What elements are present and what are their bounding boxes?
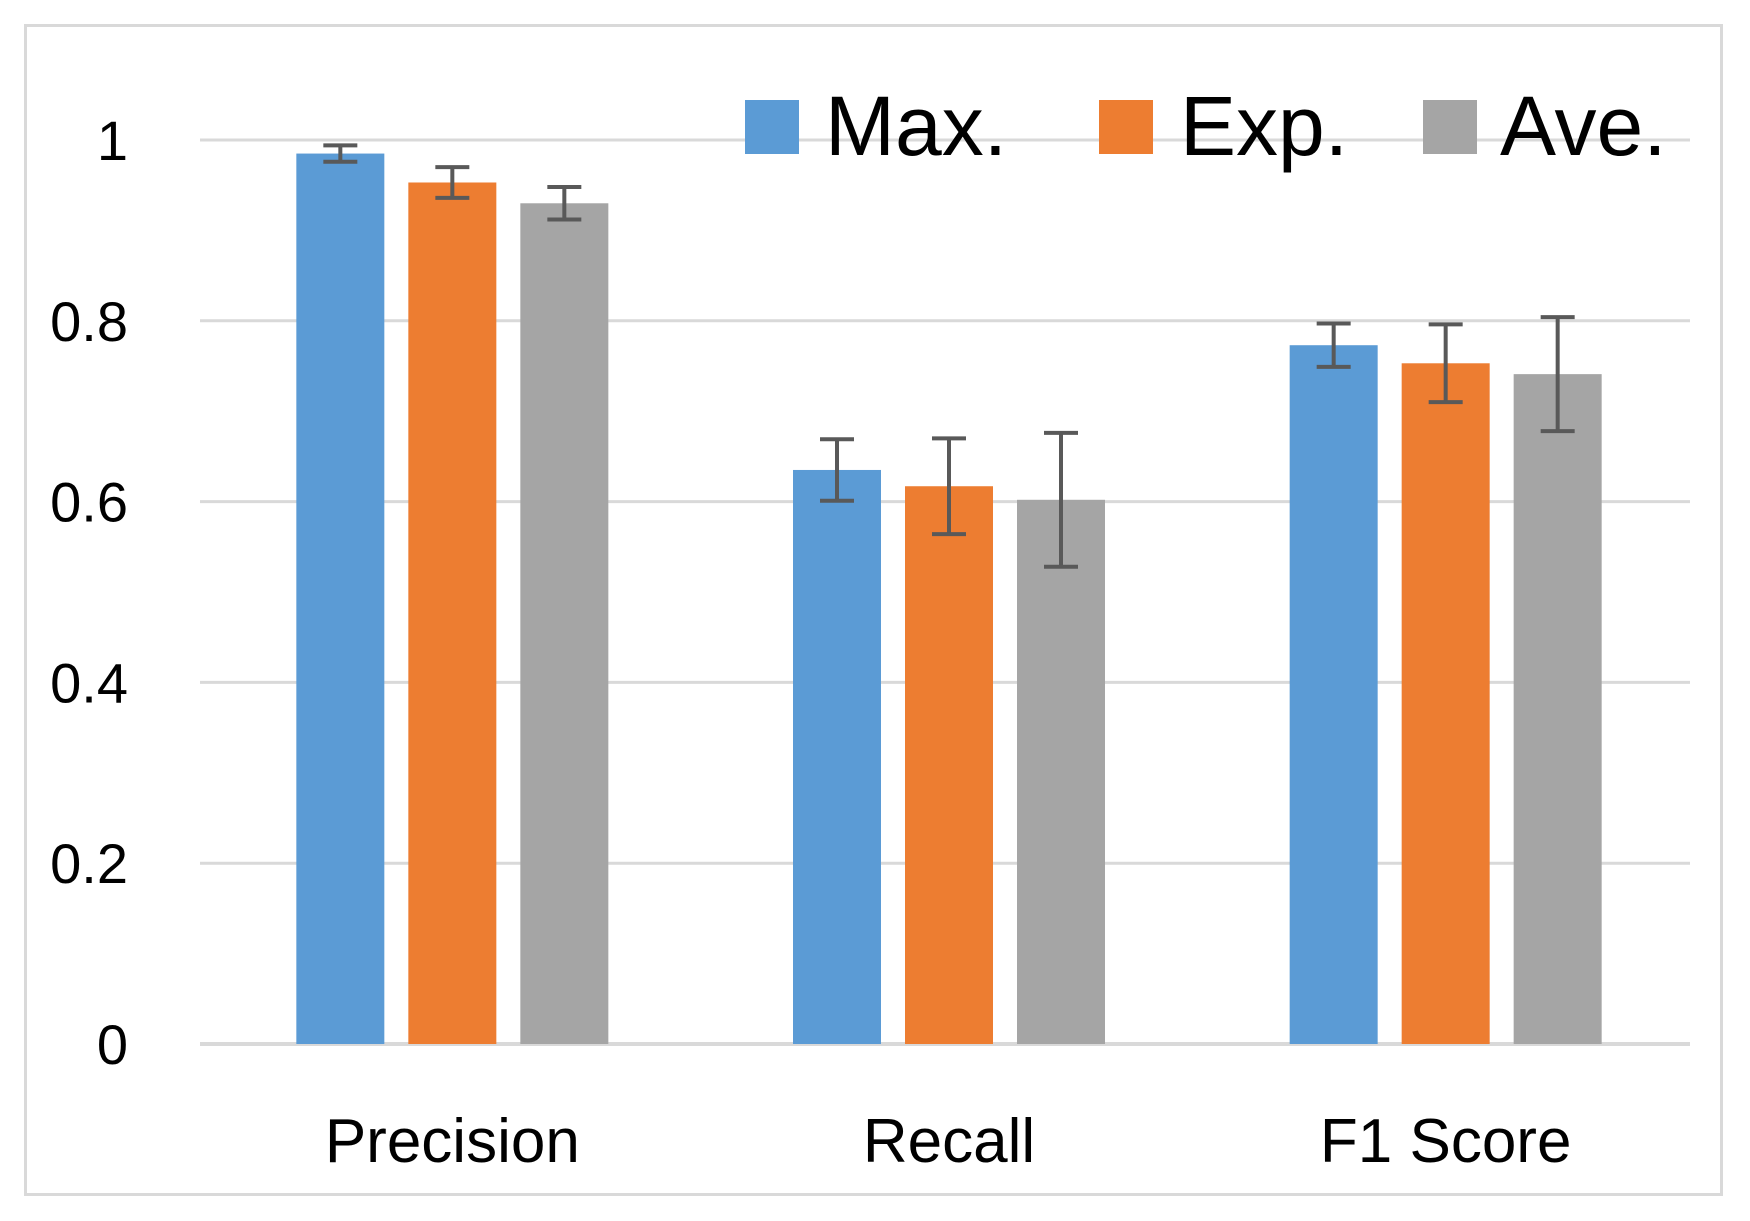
y-tick-label: 0.8 — [50, 290, 128, 353]
legend-label: Exp. — [1180, 79, 1348, 173]
x-axis-categories: Precision Recall F1 Score — [325, 1107, 1572, 1176]
error-bar — [1428, 322, 1463, 405]
x-category-label: Recall — [863, 1107, 1035, 1176]
y-tick-label: 0 — [97, 1013, 128, 1076]
bar-ave-precision — [520, 203, 609, 1044]
bars — [296, 153, 1602, 1045]
bar-exp-precision — [408, 182, 497, 1044]
x-category-label: Precision — [325, 1107, 580, 1176]
y-tick-label: 0.2 — [50, 832, 128, 895]
y-axis-ticks: 0 0.2 0.4 0.6 0.8 1 — [50, 109, 128, 1076]
bar-exp-recall — [905, 486, 993, 1044]
error-bar — [932, 436, 966, 537]
error-bar — [323, 143, 358, 164]
legend-label: Max. — [825, 79, 1007, 173]
error-bar — [820, 437, 854, 503]
error-bar — [1316, 321, 1351, 369]
x-category-label: F1 Score — [1320, 1107, 1572, 1176]
error-bar — [1044, 430, 1078, 569]
error-bar — [1540, 315, 1575, 434]
bar-ave-f1-score — [1513, 374, 1602, 1044]
y-tick-label: 0.4 — [50, 651, 128, 714]
legend-swatch — [1099, 100, 1153, 154]
legend-item: Max. — [745, 79, 1007, 173]
legend-swatch — [1423, 100, 1477, 154]
legend: Max. Exp. Ave. — [745, 79, 1667, 173]
error-bars — [323, 143, 1575, 569]
bar-exp-f1-score — [1401, 363, 1490, 1045]
bar-ave-recall — [1017, 499, 1105, 1044]
error-bar — [435, 165, 470, 200]
legend-label: Ave. — [1500, 79, 1667, 173]
error-bar — [547, 185, 582, 222]
bar-max-precision — [296, 153, 385, 1044]
bar-max-f1-score — [1289, 345, 1378, 1044]
chart-frame — [24, 24, 1723, 1196]
y-tick-label: 1 — [97, 109, 128, 172]
legend-item: Ave. — [1423, 79, 1667, 173]
bar-max-recall — [793, 469, 881, 1045]
legend-swatch — [745, 100, 799, 154]
y-tick-label: 0.6 — [50, 471, 128, 534]
legend-item: Exp. — [1099, 79, 1348, 173]
